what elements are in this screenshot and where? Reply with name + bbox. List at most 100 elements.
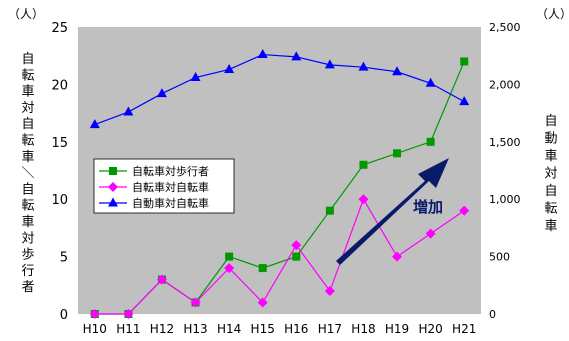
left-tick-label: 10 — [51, 193, 68, 208]
series-line — [94, 53, 465, 126]
data-point — [325, 206, 334, 215]
axis-title-char: 転 — [544, 202, 557, 217]
x-tick-label: H18 — [351, 322, 375, 336]
axis-title-char: 車 — [544, 219, 557, 234]
data-point — [359, 160, 368, 169]
legend-item: 自転車対自転車 — [99, 180, 209, 194]
data-point — [258, 264, 267, 273]
axis-title-char: 動 — [544, 132, 557, 147]
right-tick-label: 500 — [489, 251, 510, 264]
data-point — [224, 63, 235, 73]
data-point — [425, 228, 436, 239]
series-line — [94, 197, 465, 315]
data-point — [460, 57, 469, 66]
left-tick-label: 0 — [60, 308, 68, 323]
legend-item: 自転車対歩行者 — [99, 164, 209, 178]
right-axis-label: 自動車対自転車 — [544, 114, 557, 234]
legend-marker — [109, 167, 117, 175]
axis-title-char: 自 — [544, 114, 557, 129]
axis-title-char: 自 — [544, 184, 557, 199]
series-3 — [89, 49, 470, 129]
data-point — [324, 286, 335, 297]
data-point — [257, 297, 268, 308]
data-point — [156, 274, 167, 285]
x-tick-label: H15 — [251, 322, 275, 336]
data-point — [291, 51, 302, 61]
left-tick-label: 15 — [51, 136, 68, 151]
legend-marker — [108, 197, 118, 207]
left-tick-label: 5 — [60, 251, 68, 266]
data-point — [324, 59, 335, 69]
axis-title-char: 車 — [544, 149, 557, 164]
data-point — [459, 205, 470, 216]
data-point — [190, 72, 201, 82]
increase-annotation: 増加 — [336, 158, 449, 265]
axis-title-char: 者 — [21, 280, 34, 295]
axis-title-char: 自 — [21, 52, 34, 67]
right-axis-unit: （人） — [536, 7, 569, 21]
x-tick-label: H21 — [452, 322, 476, 336]
data-point — [89, 309, 100, 319]
x-tick-label: H11 — [116, 322, 140, 336]
right-axis-ticks: 0 500 1,000 1,500 2,000 2,500 — [489, 21, 521, 321]
series-2 — [89, 194, 470, 319]
axis-title-char: 歩 — [21, 248, 34, 263]
x-tick-label: H13 — [183, 322, 207, 336]
axis-title-char: 転 — [21, 134, 34, 149]
axis-title-char: 車 — [21, 85, 34, 100]
left-axis-ticks: 0 5 10 15 20 25 — [51, 21, 68, 323]
axis-title-char: 転 — [21, 68, 34, 83]
axis-title-char: 自 — [21, 117, 34, 132]
left-axis-label: 自転車対自転車／自転車対歩行者 — [19, 52, 35, 295]
axis-title-char: 行 — [21, 264, 34, 279]
data-point — [392, 251, 403, 262]
legend-marker — [108, 182, 118, 192]
increase-arrow — [336, 158, 449, 265]
right-tick-label: 1,500 — [489, 136, 521, 149]
data-point — [224, 263, 235, 274]
axis-title-char: 対 — [21, 101, 34, 116]
left-axis-unit: （人） — [8, 7, 44, 21]
left-tick-label: 20 — [51, 78, 68, 93]
data-point — [426, 137, 435, 146]
axis-title-char: 車 — [21, 150, 34, 165]
data-point — [292, 252, 301, 261]
legend-label: 自動車対自転車 — [132, 196, 209, 210]
data-point — [291, 240, 302, 251]
series-layer — [89, 49, 470, 319]
data-point — [425, 77, 436, 87]
data-point — [123, 106, 134, 116]
axis-title-char: 自 — [21, 182, 34, 197]
x-tick-label: H19 — [385, 322, 409, 336]
x-tick-label: H17 — [318, 322, 342, 336]
data-point — [393, 149, 402, 158]
axis-title-char: 車 — [21, 215, 34, 230]
left-tick-label: 25 — [51, 21, 68, 36]
axis-title-char: 対 — [544, 167, 557, 182]
legend-label: 自転車対歩行者 — [132, 164, 209, 178]
data-point — [123, 309, 134, 319]
increase-label: 増加 — [413, 198, 443, 216]
data-point — [392, 66, 403, 76]
axis-title-char: 転 — [21, 199, 34, 214]
legend-item: 自動車対自転車 — [99, 196, 209, 210]
x-tick-label: H14 — [217, 322, 241, 336]
axis-title-char: ／ — [19, 166, 34, 179]
data-point — [225, 252, 234, 261]
x-tick-label: H12 — [150, 322, 174, 336]
right-tick-label: 2,000 — [489, 78, 521, 91]
axis-title-char: 対 — [21, 231, 34, 246]
right-tick-label: 1,000 — [489, 193, 521, 206]
data-point — [459, 96, 470, 106]
legend-label: 自転車対自転車 — [132, 180, 209, 194]
data-point — [89, 119, 100, 129]
data-point — [257, 49, 268, 59]
data-point — [358, 194, 369, 205]
data-point — [358, 61, 369, 71]
x-tick-label: H20 — [418, 322, 442, 336]
x-tick-label: H16 — [284, 322, 308, 336]
data-point — [190, 297, 201, 308]
